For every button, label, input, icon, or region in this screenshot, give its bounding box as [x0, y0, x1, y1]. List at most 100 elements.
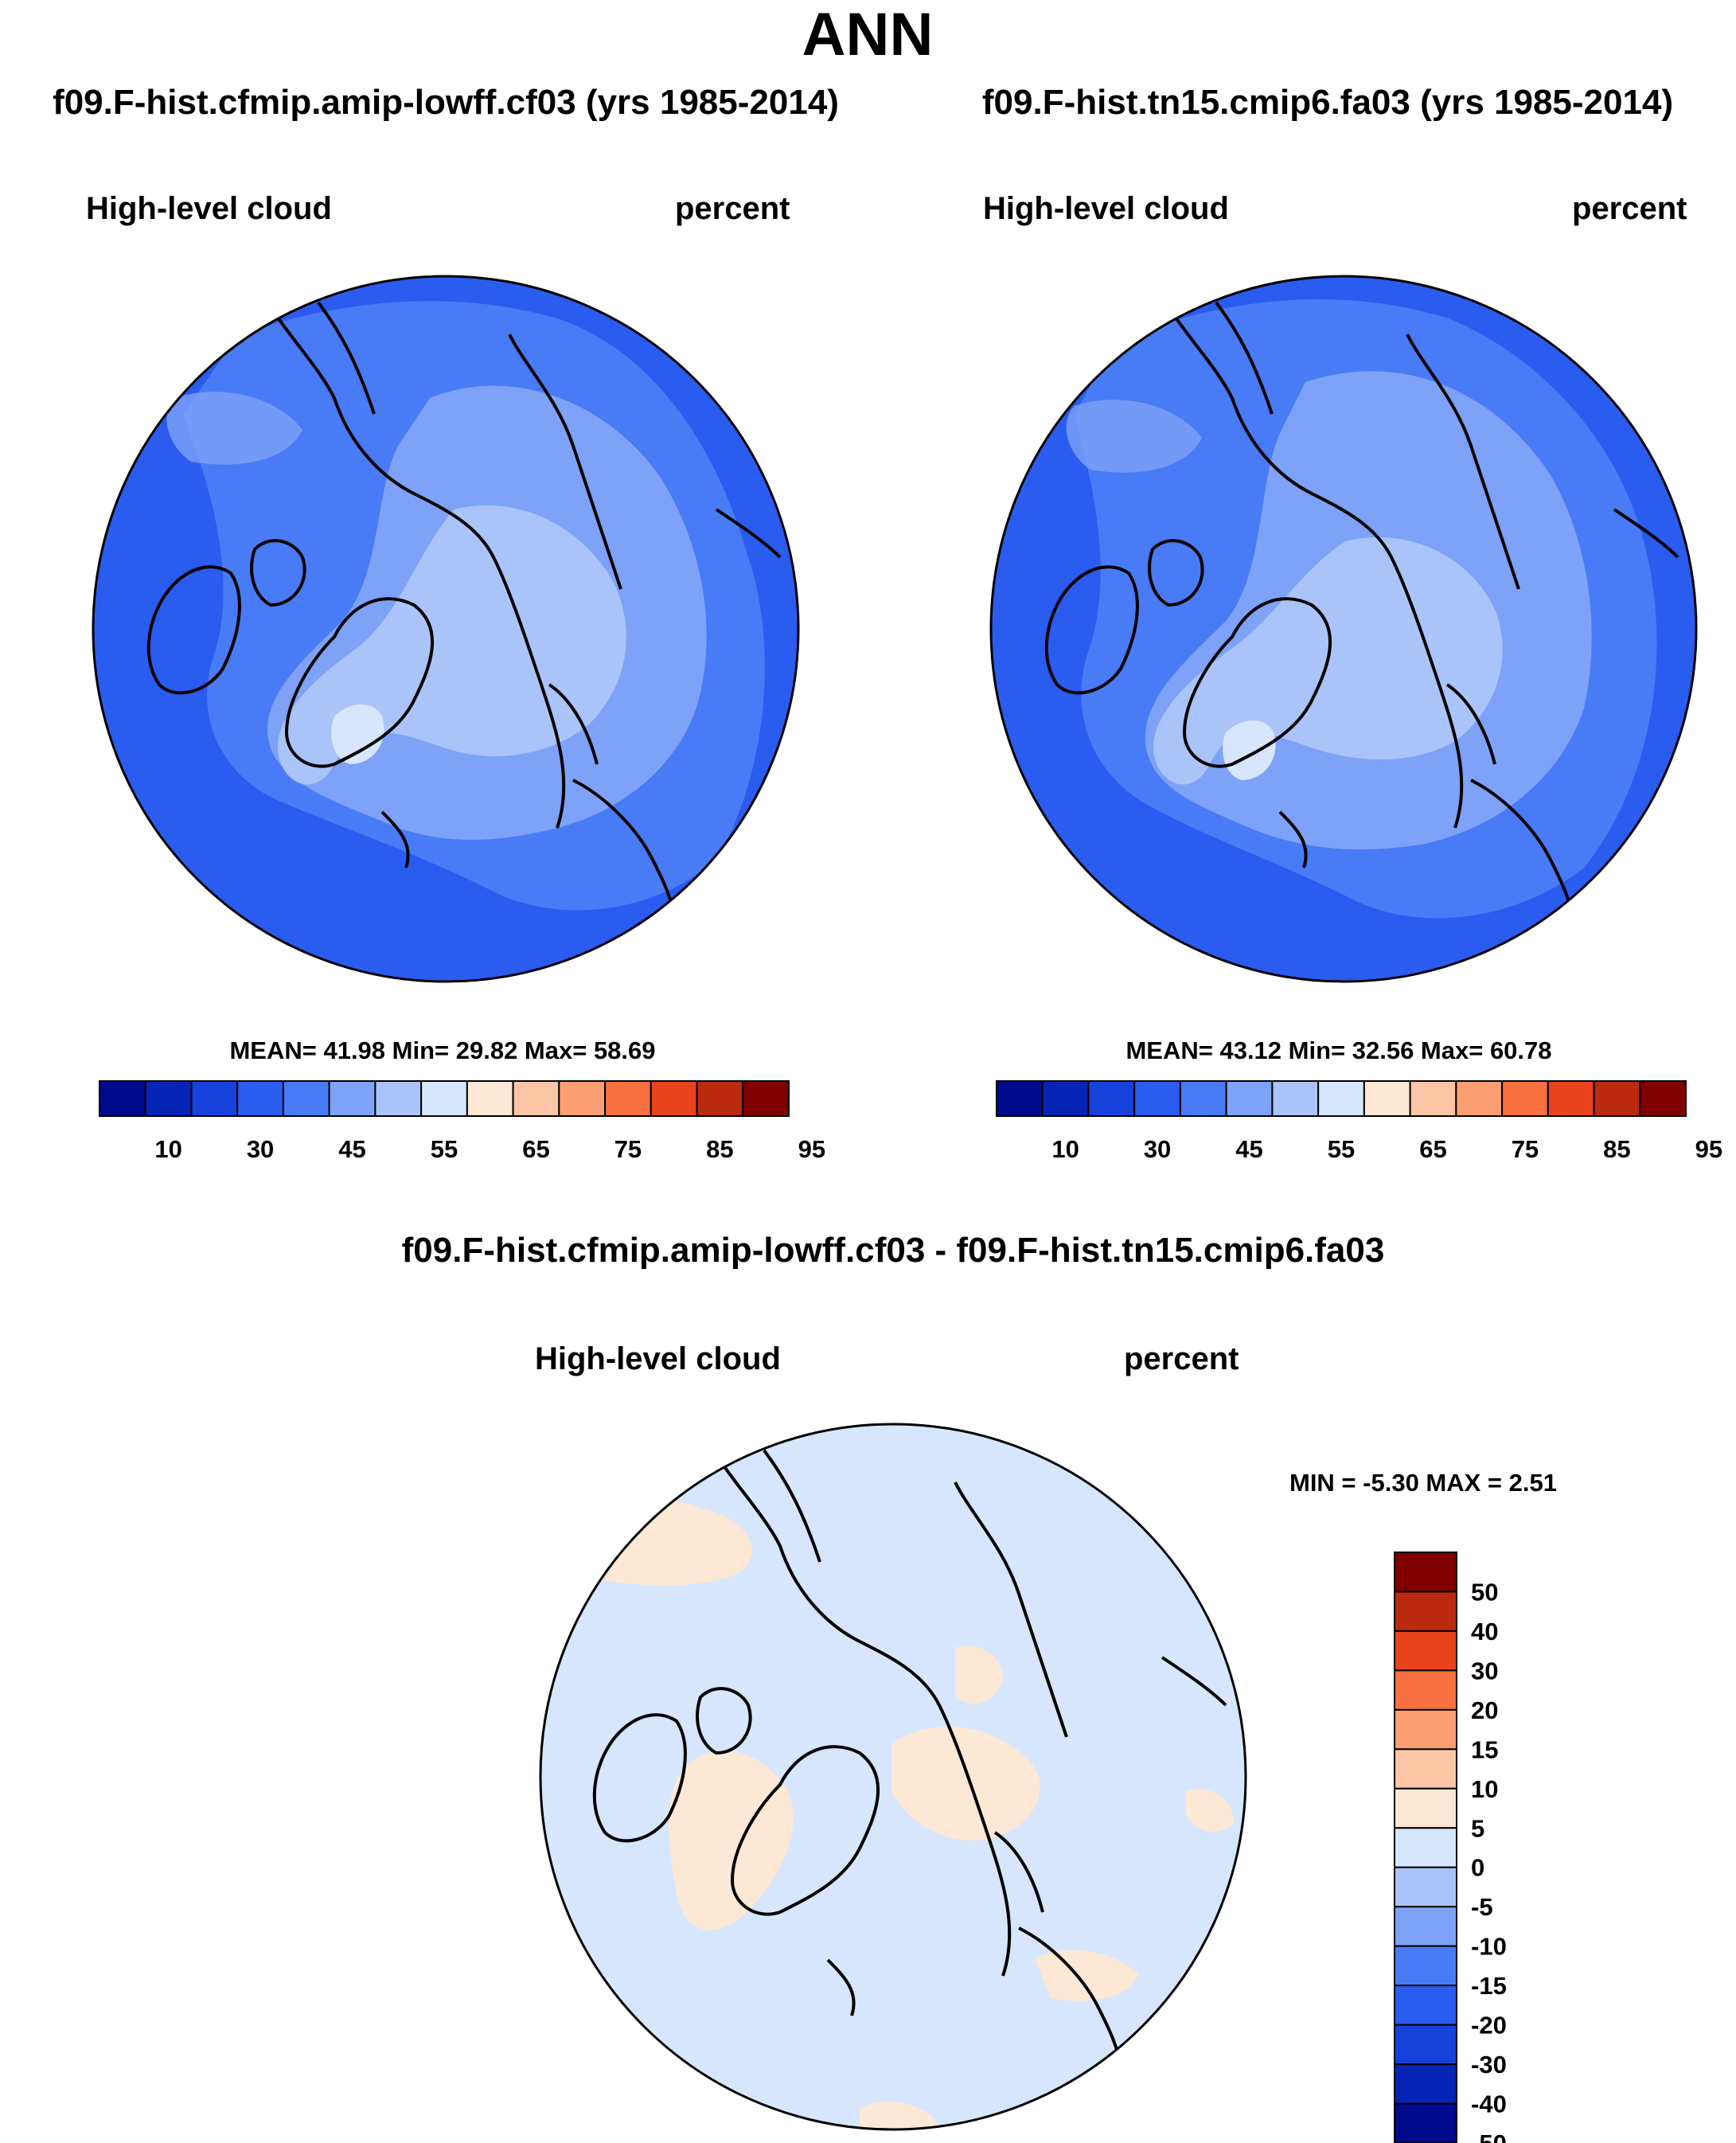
figure-title: ANN: [802, 1, 934, 68]
colorbar-right: 10 30 45 55 65 75 85 95: [996, 1080, 1722, 1163]
colorbar-left-label: 75: [614, 1135, 642, 1163]
colorbar-left-box: [374, 1080, 423, 1117]
colorbar-diff-label: -20: [1471, 2012, 1507, 2040]
colorbar-diff-box: [1394, 1591, 1457, 1632]
colorbar-left-box: [650, 1080, 698, 1117]
map-diff: [539, 1423, 1247, 2131]
panel-left-units: percent: [675, 191, 790, 226]
map-right: [989, 275, 1698, 983]
colorbar-left-box: [328, 1080, 376, 1117]
panel-left-title: f09.F-hist.cfmip.amip-lowff.cf03 (yrs 19…: [53, 83, 839, 122]
map-diff-fill-pos-7: [860, 2101, 939, 2129]
map-left-fill-lightest: [331, 705, 384, 764]
colorbar-diff-label: -5: [1471, 1893, 1493, 1921]
colorbar-diff-box: [1394, 1906, 1457, 1947]
colorbar-right-label: 75: [1512, 1135, 1539, 1163]
colorbar-right-box: [1317, 1080, 1365, 1117]
colorbar-left-box: [420, 1080, 468, 1117]
colorbar-diff-label: 15: [1471, 1735, 1498, 1763]
colorbar-right-label: 30: [1144, 1135, 1171, 1163]
colorbar-right-label: 85: [1603, 1135, 1630, 1163]
panel-right-stats: MEAN= 43.12 Min= 32.56 Max= 60.78: [1125, 1036, 1552, 1064]
map-right-coastlines: [1044, 293, 1679, 956]
panel-left-stats: MEAN= 41.98 Min= 29.82 Max= 58.69: [229, 1036, 656, 1064]
colorbar-diff-label: 50: [1471, 1578, 1498, 1606]
colorbar-left-box: [282, 1080, 330, 1117]
panel-left-variable: High-level cloud: [86, 191, 332, 226]
colorbar-right-box: [1593, 1080, 1641, 1117]
colorbar-right-label: 55: [1328, 1135, 1355, 1163]
map-right-fill-lightest: [1223, 720, 1276, 780]
map-diff-fill-pos-2: [669, 1750, 794, 1930]
colorbar-left-box: [512, 1080, 560, 1117]
map-left-coastlines: [146, 293, 782, 956]
colorbar-left-label: 55: [431, 1135, 458, 1163]
colorbar-right-box: [1041, 1080, 1090, 1117]
diff-title: f09.F-hist.cfmip.amip-lowff.cf03 - f09.F…: [401, 1231, 1385, 1270]
colorbar-left-box: [190, 1080, 239, 1117]
colorbar-left-label: 65: [522, 1135, 549, 1163]
colorbar-right-label: 10: [1051, 1135, 1079, 1163]
colorbar-diff-label: 30: [1471, 1657, 1498, 1684]
map-left-fill-band: [166, 392, 302, 465]
colorbar-left-label: 45: [338, 1135, 365, 1163]
colorbar-right-box: [1179, 1080, 1227, 1117]
colorbar-right-label: 45: [1235, 1135, 1262, 1163]
colorbar-diff-box: [1394, 1866, 1457, 1908]
colorbar-left-label: 10: [154, 1135, 181, 1163]
map-diff-coastlines: [592, 1441, 1227, 2104]
colorbar-left-box: [558, 1080, 607, 1117]
colorbar-diff-label: -50: [1471, 2129, 1507, 2143]
map-diff-fill-pos-4: [955, 1645, 1003, 1704]
colorbar-right-box: [996, 1080, 1044, 1117]
colorbar-diff-label: 20: [1471, 1696, 1498, 1724]
colorbar-left: 10 30 45 55 65 75 85 95: [99, 1080, 825, 1163]
colorbar-diff-box: [1394, 1552, 1457, 1593]
colorbar-diff-box: [1394, 1787, 1457, 1829]
panel-right-units: percent: [1572, 191, 1687, 226]
colorbar-diff-box: [1394, 2024, 1457, 2066]
colorbar-right-box: [1225, 1080, 1274, 1117]
diff-stats: MIN = -5.30 MAX = 2.51: [1289, 1469, 1557, 1497]
colorbar-left-label: 95: [798, 1135, 825, 1163]
panel-right-title: f09.F-hist.tn15.cmip6.fa03 (yrs 1985-201…: [981, 83, 1674, 122]
colorbar-diff-box: [1394, 1985, 1457, 2026]
colorbar-left-box: [236, 1080, 284, 1117]
map-right-fill-band: [1066, 400, 1202, 473]
colorbar-right-box: [1087, 1080, 1136, 1117]
colorbar-diff-label: 40: [1471, 1618, 1498, 1645]
diff-units: percent: [1124, 1341, 1239, 1376]
colorbar-diff-box: [1394, 2063, 1457, 2105]
colorbar-left-box: [466, 1080, 514, 1117]
colorbar-diff-box: [1394, 1827, 1457, 1868]
diff-variable: High-level cloud: [535, 1341, 781, 1376]
colorbar-diff-label: -40: [1471, 2090, 1507, 2118]
colorbar-diff-box: [1394, 1669, 1457, 1711]
colorbar-left-label: 85: [706, 1135, 733, 1163]
panel-right-variable: High-level cloud: [983, 191, 1229, 226]
colorbar-diff-label: -10: [1471, 1933, 1507, 1961]
colorbar-diff-label: 5: [1471, 1814, 1484, 1842]
map-diff-fill-pos-6: [1186, 1789, 1234, 1832]
colorbar-left-box: [144, 1080, 193, 1117]
colorbar-right-box: [1547, 1080, 1595, 1117]
colorbar-right-box: [1271, 1080, 1320, 1117]
colorbar-right-label: 65: [1419, 1135, 1446, 1163]
colorbar-right-box: [1363, 1080, 1411, 1117]
colorbar-diff-label: -30: [1471, 2051, 1507, 2079]
colorbar-diff-box: [1394, 2102, 1457, 2143]
colorbar-diff-box: [1394, 1945, 1457, 1987]
colorbar-diff-label: 0: [1471, 1854, 1484, 1882]
colorbar-right-box: [1133, 1080, 1181, 1117]
colorbar-right-label: 95: [1695, 1135, 1722, 1163]
colorbar-right-box: [1501, 1080, 1549, 1117]
colorbar-left-box: [696, 1080, 744, 1117]
colorbar-diff-label: 10: [1471, 1775, 1498, 1803]
map-diff-fill-pos-5: [1035, 1950, 1138, 2001]
colorbar-left-label: 30: [247, 1135, 274, 1163]
map-left: [92, 275, 800, 983]
colorbar-diff-label: -15: [1471, 1972, 1507, 2000]
colorbar-diff-box: [1394, 1748, 1457, 1790]
